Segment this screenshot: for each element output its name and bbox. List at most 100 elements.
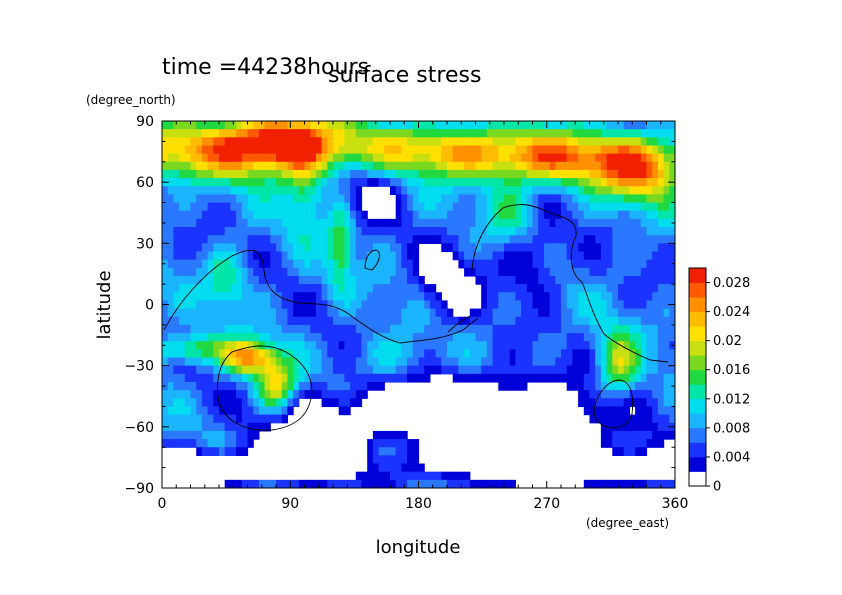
field-cell [372, 455, 380, 465]
field-cell [338, 275, 345, 285]
field-cell [441, 153, 448, 163]
field-cell [327, 341, 334, 350]
field-cell [521, 341, 528, 350]
field-cell [270, 202, 277, 212]
field-cell [429, 365, 437, 375]
field-cell [258, 202, 266, 212]
field-cell [640, 308, 648, 318]
field-cell [401, 479, 408, 488]
field-cell [589, 218, 596, 228]
field-cell [333, 202, 340, 212]
field-cell [657, 373, 665, 383]
field-cell [378, 455, 385, 465]
field-cell [361, 251, 368, 261]
field-cell [526, 300, 534, 310]
field-cell [167, 275, 174, 285]
field-cell [646, 259, 653, 269]
field-cell [429, 202, 437, 212]
field-cell [464, 145, 471, 155]
field-cell [384, 341, 391, 350]
field-cell [321, 381, 328, 391]
field-cell [663, 202, 670, 212]
field-cell [367, 121, 374, 130]
field-cell [230, 169, 237, 179]
field-cell [595, 137, 602, 147]
field-cell [321, 137, 328, 147]
field-cell [162, 430, 169, 440]
field-cell [429, 284, 437, 293]
field-cell [424, 341, 431, 350]
field-cell [258, 186, 266, 195]
field-cell [566, 235, 573, 244]
field-cell [236, 161, 243, 171]
field-cell [253, 308, 260, 318]
field-cell [367, 349, 374, 359]
field-cell [407, 471, 414, 481]
field-cell [629, 210, 636, 220]
field-cell [578, 316, 585, 326]
field-cell [378, 447, 385, 456]
field-cell [492, 178, 499, 187]
field-cell [264, 414, 271, 424]
field-cell [412, 357, 420, 367]
field-cell [372, 251, 380, 261]
field-cell [589, 243, 596, 253]
field-cell [538, 316, 545, 326]
field-cell [298, 390, 306, 399]
field-cell [247, 349, 254, 359]
field-cell [270, 349, 277, 359]
field-cell [589, 251, 596, 261]
field-cell [543, 324, 551, 334]
field-cell [264, 202, 271, 212]
field-cell [298, 121, 306, 130]
field-cell [418, 137, 425, 147]
field-cell [219, 121, 226, 130]
field-cell [338, 365, 345, 375]
field-cell [338, 202, 345, 212]
field-cell [327, 137, 334, 147]
field-cell [538, 292, 545, 302]
field-cell [201, 227, 209, 236]
field-cell [424, 479, 431, 488]
field-cell [589, 333, 596, 342]
field-cell [361, 373, 368, 383]
field-cell [338, 153, 345, 163]
field-cell [321, 316, 328, 326]
field-cell [281, 324, 288, 334]
field-cell [281, 390, 288, 399]
field-cell [196, 406, 203, 416]
field-cell [276, 267, 283, 277]
field-cell [515, 251, 522, 261]
field-cell [207, 439, 214, 448]
field-cell [224, 284, 231, 293]
field-cell [293, 210, 300, 220]
field-cell [447, 479, 454, 488]
field-cell [298, 316, 306, 326]
field-cell [298, 479, 306, 488]
field-cell [281, 357, 288, 367]
field-cell [669, 333, 675, 342]
field-cell [407, 479, 414, 488]
field-cell [509, 235, 516, 244]
field-cell [384, 259, 391, 269]
field-cell [327, 324, 334, 334]
field-cell [167, 259, 174, 269]
field-cell [538, 349, 545, 359]
field-cell [236, 430, 243, 440]
field-cell [333, 121, 340, 130]
field-cell [367, 471, 374, 481]
field-cell [583, 251, 591, 261]
field-cell [583, 227, 591, 236]
field-cell [264, 267, 271, 277]
field-cell [600, 218, 608, 228]
field-cell [333, 349, 340, 359]
field-cell [390, 227, 397, 236]
field-cell [424, 471, 431, 481]
field-cell [657, 300, 665, 310]
field-cell [367, 275, 374, 285]
field-cell [384, 300, 391, 310]
field-cell [293, 178, 300, 187]
field-cell [509, 308, 516, 318]
field-cell [486, 275, 494, 285]
field-cell [504, 365, 511, 375]
